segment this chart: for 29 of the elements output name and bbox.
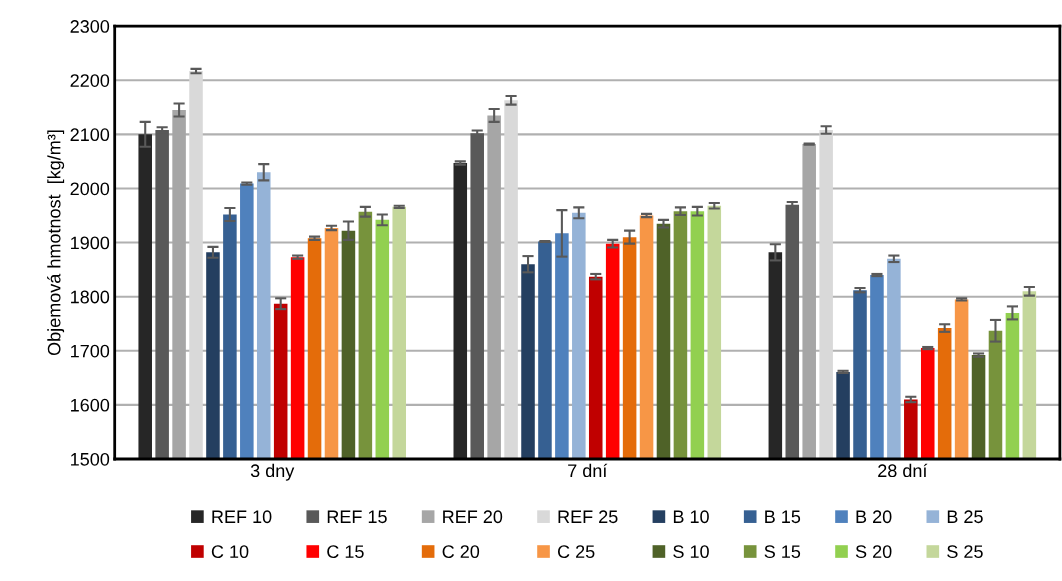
legend-label: B 15 bbox=[765, 510, 801, 524]
legend-label: S 25 bbox=[947, 545, 983, 559]
y-tick-label: 1600 bbox=[71, 398, 110, 412]
y-tick-label: 1900 bbox=[71, 236, 110, 250]
x-tick-label: 7 dní bbox=[568, 463, 608, 478]
y-tick-label: 2300 bbox=[70, 20, 110, 33]
legend-label: C 15 bbox=[327, 545, 364, 559]
y-tick-label: 2200 bbox=[70, 74, 110, 87]
legend-label: REF 10 bbox=[212, 510, 272, 524]
x-tick-label: 28 dní bbox=[878, 463, 928, 478]
legend-label: REF 15 bbox=[327, 510, 387, 524]
legend-label: REF 20 bbox=[443, 510, 503, 524]
legend-label: C 10 bbox=[211, 545, 249, 559]
legend-label: REF 25 bbox=[558, 510, 618, 524]
legend-label: S 20 bbox=[855, 545, 892, 559]
y-tick-label: 1500 bbox=[71, 452, 110, 466]
legend-label: S 15 bbox=[764, 545, 801, 559]
y-tick-label: 2100 bbox=[70, 128, 110, 142]
y-tick-label: 2000 bbox=[70, 182, 110, 196]
legend-label: B 20 bbox=[856, 510, 892, 524]
y-tick-label: 1800 bbox=[71, 290, 110, 304]
legend-label: C 25 bbox=[557, 545, 595, 559]
y-tick-label: 1700 bbox=[71, 344, 110, 358]
x-tick-label: 3 dny bbox=[250, 463, 295, 481]
legend-label: C 20 bbox=[442, 545, 480, 559]
y-axis-title: Objemová hmotnost [kg/m³] bbox=[47, 130, 65, 356]
legend-label: S 10 bbox=[673, 545, 709, 559]
legend-label: B 25 bbox=[947, 510, 983, 524]
legend-label: B 10 bbox=[673, 510, 709, 524]
